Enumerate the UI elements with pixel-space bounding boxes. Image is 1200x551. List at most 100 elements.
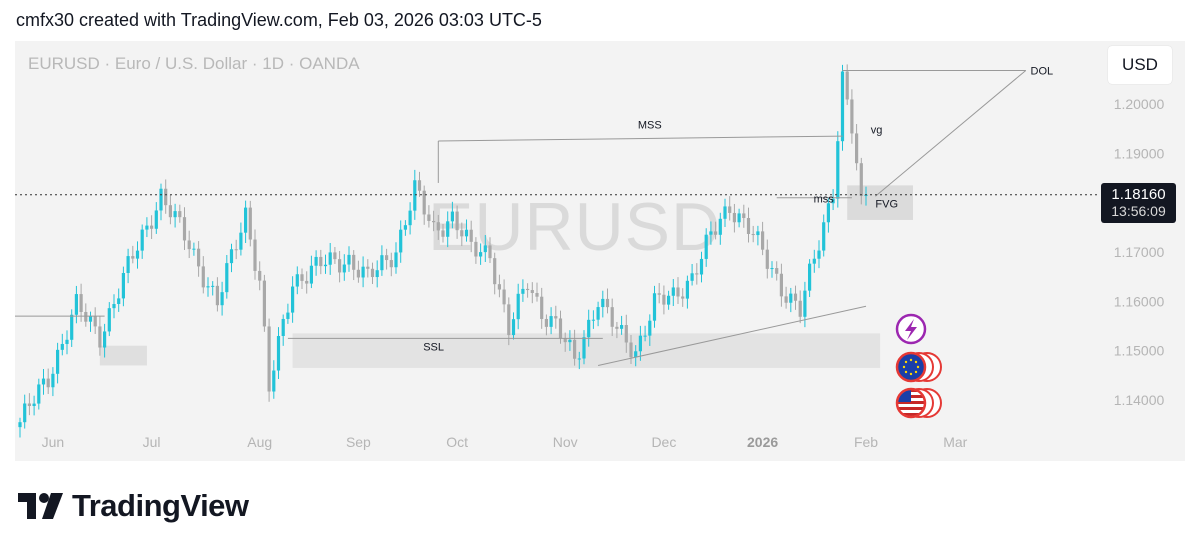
candle-body	[399, 229, 403, 253]
candle-body	[507, 304, 511, 336]
time-tick: 2026	[747, 434, 778, 450]
zones-layer	[99, 185, 913, 368]
price-tick: 1.17000	[1114, 244, 1165, 260]
candle-body	[51, 373, 55, 388]
candle-body	[808, 263, 812, 291]
event-icons[interactable]	[895, 313, 942, 419]
candle-body	[154, 210, 158, 229]
candle-body	[526, 288, 530, 291]
candle-body	[667, 295, 671, 305]
candle-body	[300, 274, 304, 281]
candle-body	[591, 319, 595, 321]
candle-body	[121, 273, 125, 299]
candle-body	[389, 260, 393, 268]
candle-body	[742, 213, 746, 219]
candle-body	[638, 335, 642, 352]
candle-body	[765, 249, 769, 269]
time-tick: Dec	[651, 434, 676, 450]
candle-body	[131, 256, 135, 259]
candle-body	[446, 221, 450, 237]
candle-body	[723, 206, 727, 219]
candle-body	[756, 231, 760, 236]
candle-body	[107, 308, 111, 332]
demand-zone	[99, 345, 147, 366]
candle-body	[197, 248, 201, 267]
candle-body	[615, 326, 619, 329]
candle-body	[305, 280, 309, 284]
candle-body	[145, 225, 149, 230]
mss-label: MSS	[638, 120, 662, 132]
candle-body	[643, 335, 647, 337]
candle-body	[192, 248, 196, 250]
candle-body	[74, 294, 78, 315]
chart-panel[interactable]	[15, 41, 1185, 461]
candle-body	[347, 254, 351, 265]
candle-body	[267, 326, 271, 392]
candle-body	[737, 213, 741, 223]
candle-body	[709, 231, 713, 235]
candle-body	[521, 288, 525, 294]
candle-body	[220, 292, 224, 306]
candle-body	[629, 342, 633, 358]
candle-body	[624, 325, 628, 343]
candle-body	[704, 234, 708, 259]
ssl-zone	[292, 333, 881, 368]
candle-body	[370, 268, 375, 278]
eu-flag-icon[interactable]	[895, 351, 942, 383]
candle-body	[455, 211, 459, 231]
candle-body	[577, 358, 581, 360]
candle-body	[328, 252, 332, 265]
candle-body	[314, 256, 318, 266]
candle-body	[751, 233, 755, 236]
candle-body	[563, 338, 567, 343]
currency-button[interactable]: USD	[1108, 46, 1172, 84]
candle-body	[135, 250, 140, 259]
candle-body	[422, 190, 426, 215]
candle-body	[864, 194, 868, 196]
candle-body	[587, 319, 591, 338]
price-tick: 1.19000	[1114, 145, 1165, 161]
candle-body	[295, 274, 299, 287]
candle-body	[281, 318, 285, 336]
time-tick: Jun	[42, 434, 65, 450]
candle-body	[46, 378, 50, 388]
candle-body	[699, 258, 704, 275]
candle-body	[450, 211, 454, 222]
candle-body	[464, 229, 469, 237]
candle-body	[206, 286, 210, 288]
us-flag-icon[interactable]	[895, 387, 942, 419]
lightning-icon[interactable]	[895, 313, 927, 345]
candle-body	[140, 229, 144, 251]
candle-body	[558, 318, 563, 339]
candle-body	[652, 293, 657, 321]
candle-body	[234, 249, 238, 251]
candle-body	[544, 318, 548, 327]
candle-body	[732, 212, 736, 223]
candle-body	[159, 188, 163, 211]
candle-body	[549, 316, 553, 327]
candle-body	[98, 326, 102, 348]
candle-body	[460, 230, 464, 237]
time-tick: Oct	[446, 434, 468, 450]
tradingview-logo[interactable]: TradingView	[18, 486, 249, 526]
last-price: 1.18160	[1111, 186, 1166, 203]
price-tick: 1.16000	[1114, 293, 1165, 309]
candle-body	[333, 252, 337, 260]
candle-body	[413, 180, 417, 211]
candle-body	[253, 239, 257, 271]
candle-body	[403, 225, 407, 230]
candle-body	[855, 133, 859, 164]
projection-line	[875, 70, 1027, 197]
candle-body	[516, 293, 520, 320]
candle-body	[469, 229, 473, 242]
candle-body	[605, 298, 610, 308]
candle-body	[775, 268, 779, 274]
candle-body	[65, 339, 69, 344]
candle-body	[657, 293, 661, 295]
candle-body	[511, 319, 516, 336]
candle-body	[173, 211, 177, 218]
candle-body	[356, 269, 360, 278]
candle-body	[394, 252, 398, 268]
candle-body	[319, 256, 323, 267]
